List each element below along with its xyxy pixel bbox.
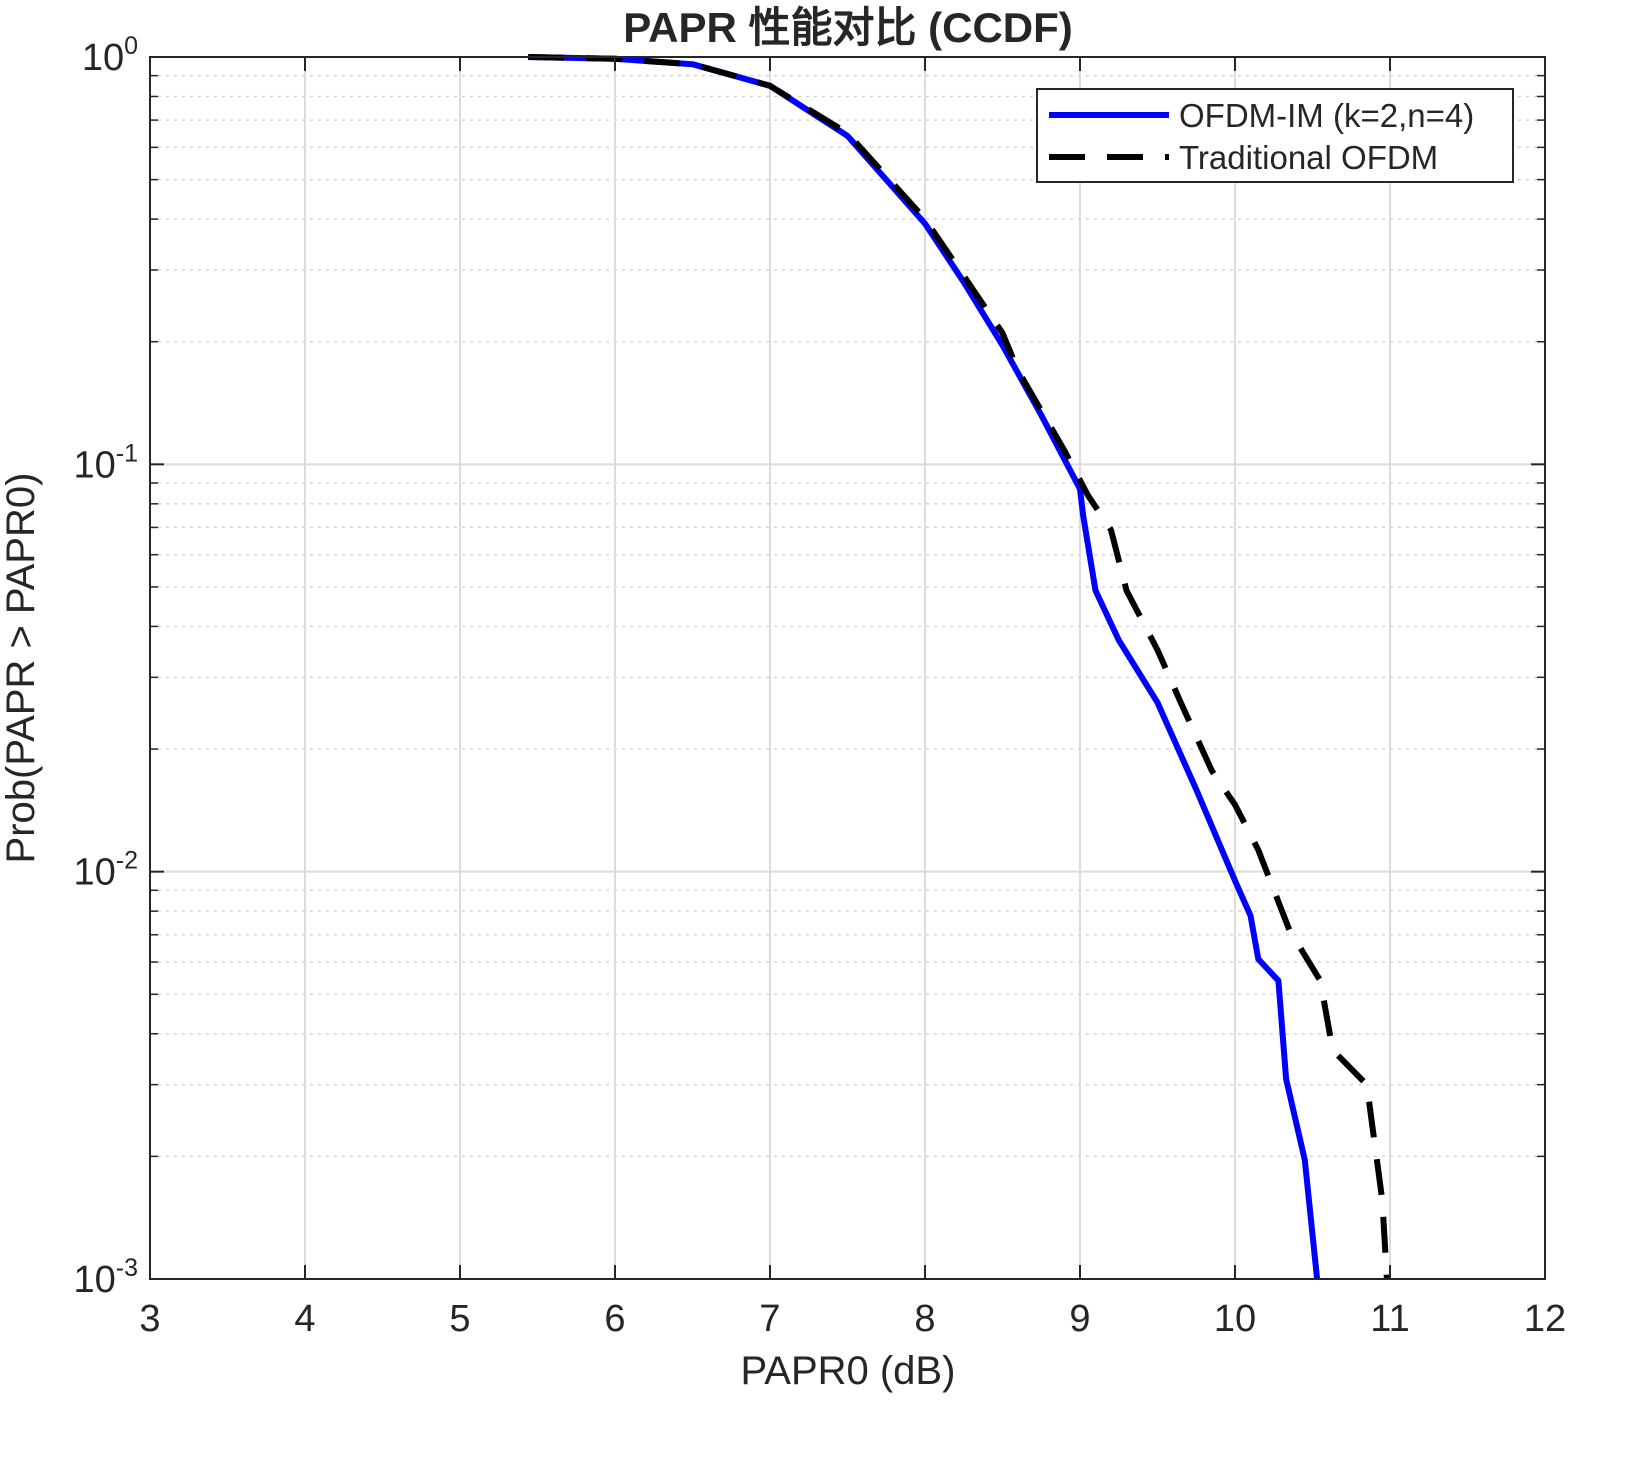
chart-title: PAPR 性能对比 (CCDF) xyxy=(623,4,1073,51)
x-tick-label: 7 xyxy=(759,1298,780,1340)
y-tick-label: 10-2 xyxy=(73,847,138,894)
x-tick-label: 8 xyxy=(914,1298,935,1340)
y-tick-label: 10-3 xyxy=(73,1254,138,1301)
x-axis-label: PAPR0 (dB) xyxy=(741,1349,956,1393)
legend-box xyxy=(1036,88,1514,183)
x-tick-label: 12 xyxy=(1524,1298,1566,1340)
x-tick-label: 4 xyxy=(294,1298,315,1340)
x-tick-label: 3 xyxy=(139,1298,160,1340)
x-tick-label: 5 xyxy=(449,1298,470,1340)
legend: OFDM-IM (k=2,n=4) Traditional OFDM xyxy=(1036,88,1514,183)
series-line-ofdm-im xyxy=(528,54,1321,1280)
plot-frame xyxy=(149,56,1546,1280)
x-tick-label: 6 xyxy=(604,1298,625,1340)
y-tick-label: 10-1 xyxy=(73,439,138,486)
y-axis-label: Prob(PAPR > PAPR0) xyxy=(0,473,43,864)
x-tick-label: 9 xyxy=(1069,1298,1090,1340)
series-line-traditional-ofdm xyxy=(528,54,1390,1280)
ticks: 3 4 5 6 7 8 9 10 11 12 100 10-1 10-2 10-3 xyxy=(73,32,1566,1340)
legend-label-traditional-ofdm: Traditional OFDM xyxy=(1179,139,1438,176)
legend-label-ofdm-im: OFDM-IM (k=2,n=4) xyxy=(1179,97,1474,134)
series-lines xyxy=(528,54,1390,1280)
y-tick-label: 100 xyxy=(82,32,138,79)
x-tick-label: 11 xyxy=(1370,1298,1409,1340)
x-tick-label: 10 xyxy=(1214,1298,1256,1340)
grid xyxy=(149,56,1546,1280)
